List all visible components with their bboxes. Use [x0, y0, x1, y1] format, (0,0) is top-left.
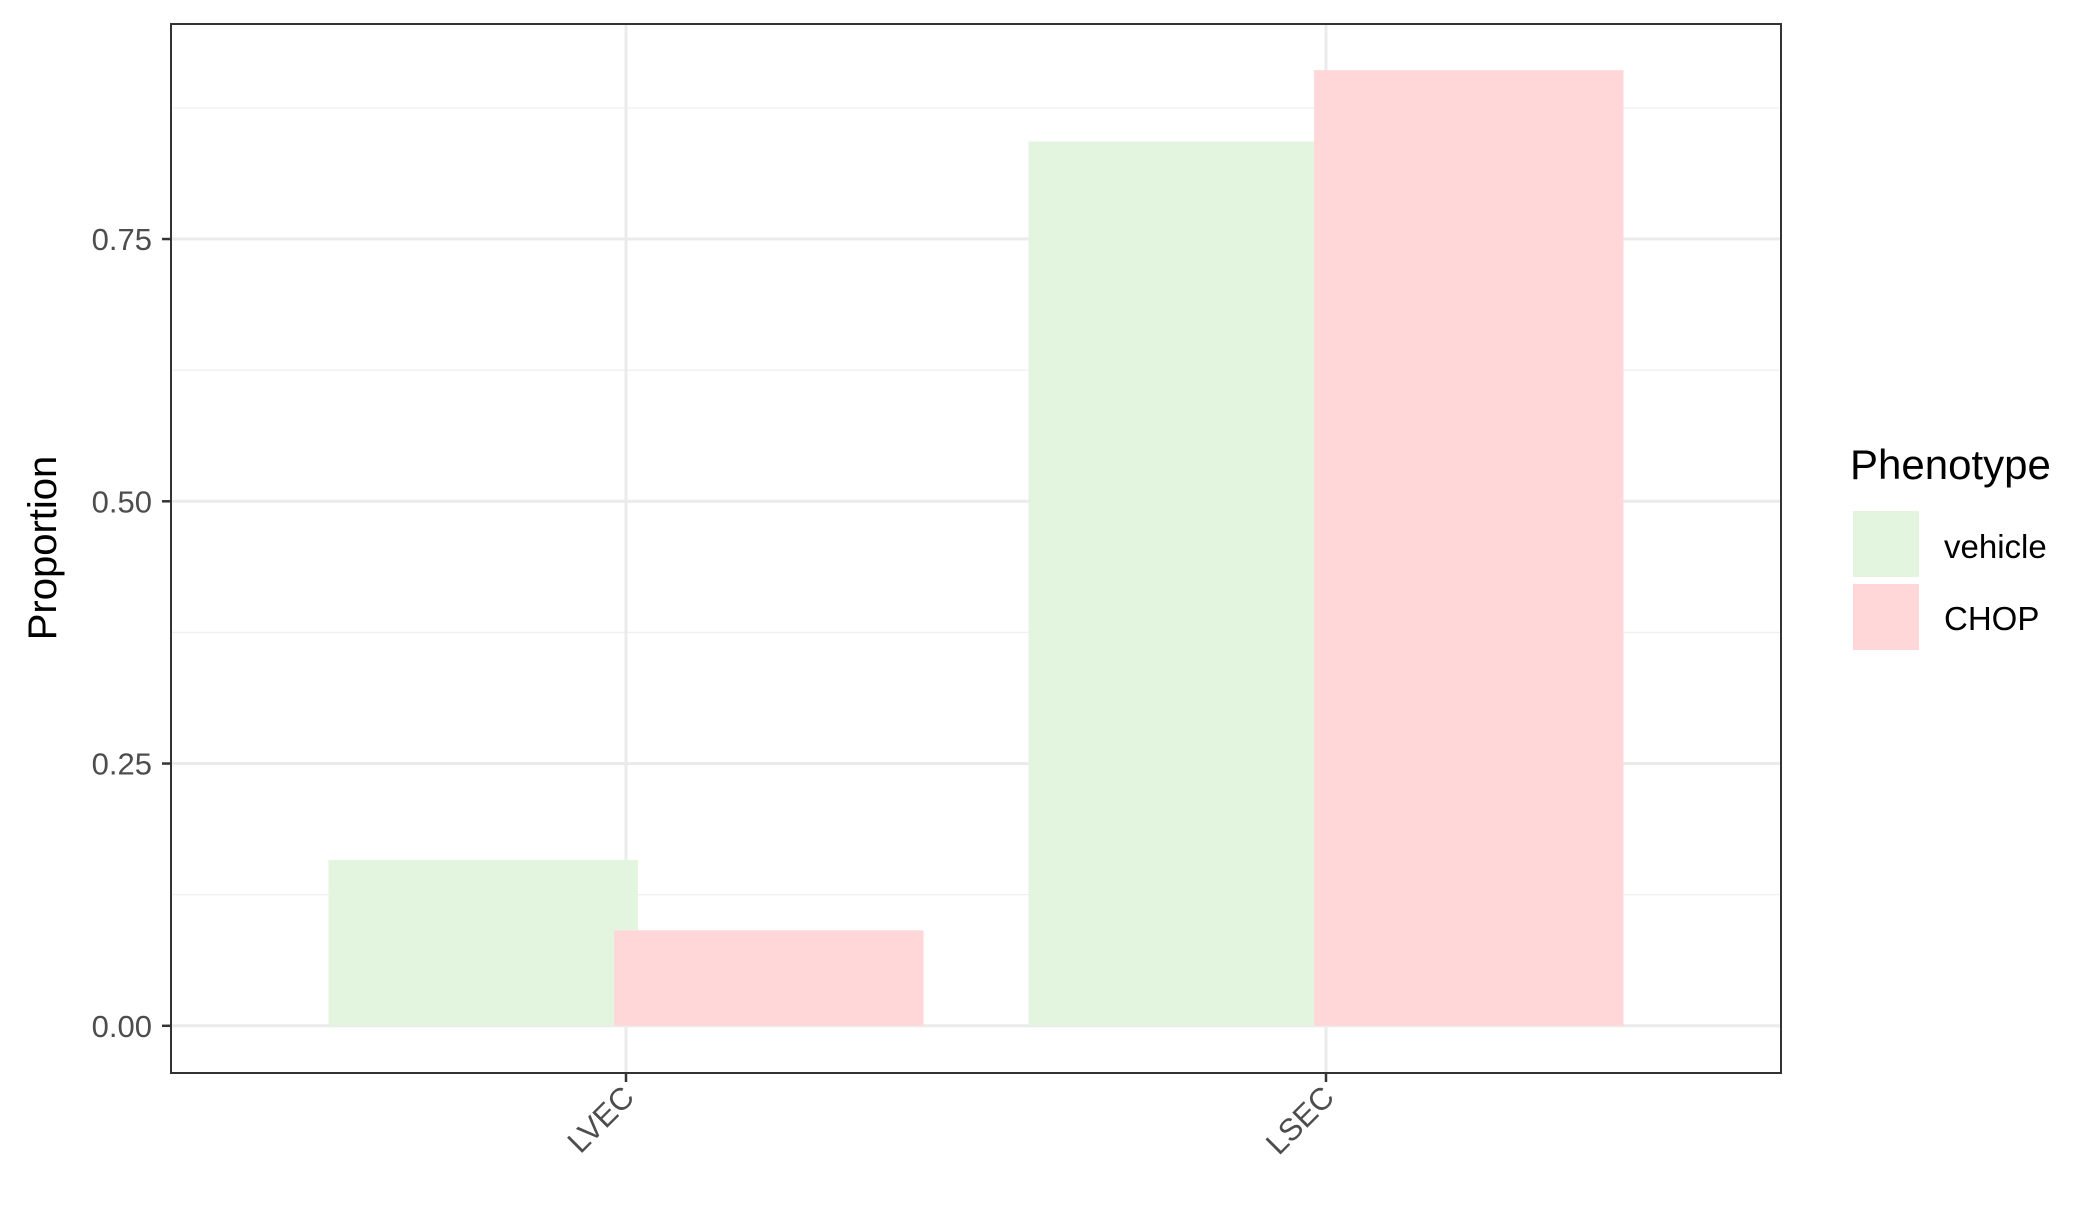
bars — [328, 70, 1624, 1026]
x-tick-label-lsec: LSEC — [1259, 1079, 1341, 1161]
legend-title: Phenotype — [1850, 441, 2051, 488]
bar-lsec-chop[interactable] — [1314, 70, 1624, 1026]
legend[interactable]: Phenotype vehicle CHOP — [1850, 441, 2051, 650]
y-tick-label: 0.00 — [92, 1009, 152, 1044]
legend-label-vehicle: vehicle — [1944, 528, 2047, 565]
y-tick-label: 0.25 — [92, 747, 152, 782]
legend-label-chop: CHOP — [1944, 600, 2039, 637]
y-axis-title: Proportion — [21, 456, 65, 641]
legend-key-vehicle[interactable] — [1853, 511, 1919, 577]
bar-lvec-vehicle[interactable] — [328, 860, 638, 1026]
bar-lsec-vehicle[interactable] — [1028, 141, 1338, 1026]
y-tick-label: 0.50 — [92, 484, 152, 519]
y-tick-label: 0.75 — [92, 222, 152, 257]
bar-lvec-chop[interactable] — [614, 930, 924, 1026]
panel-border — [170, 23, 1782, 1074]
x-tick-label-lvec: LVEC — [561, 1079, 641, 1159]
legend-key-chop[interactable] — [1853, 584, 1919, 650]
